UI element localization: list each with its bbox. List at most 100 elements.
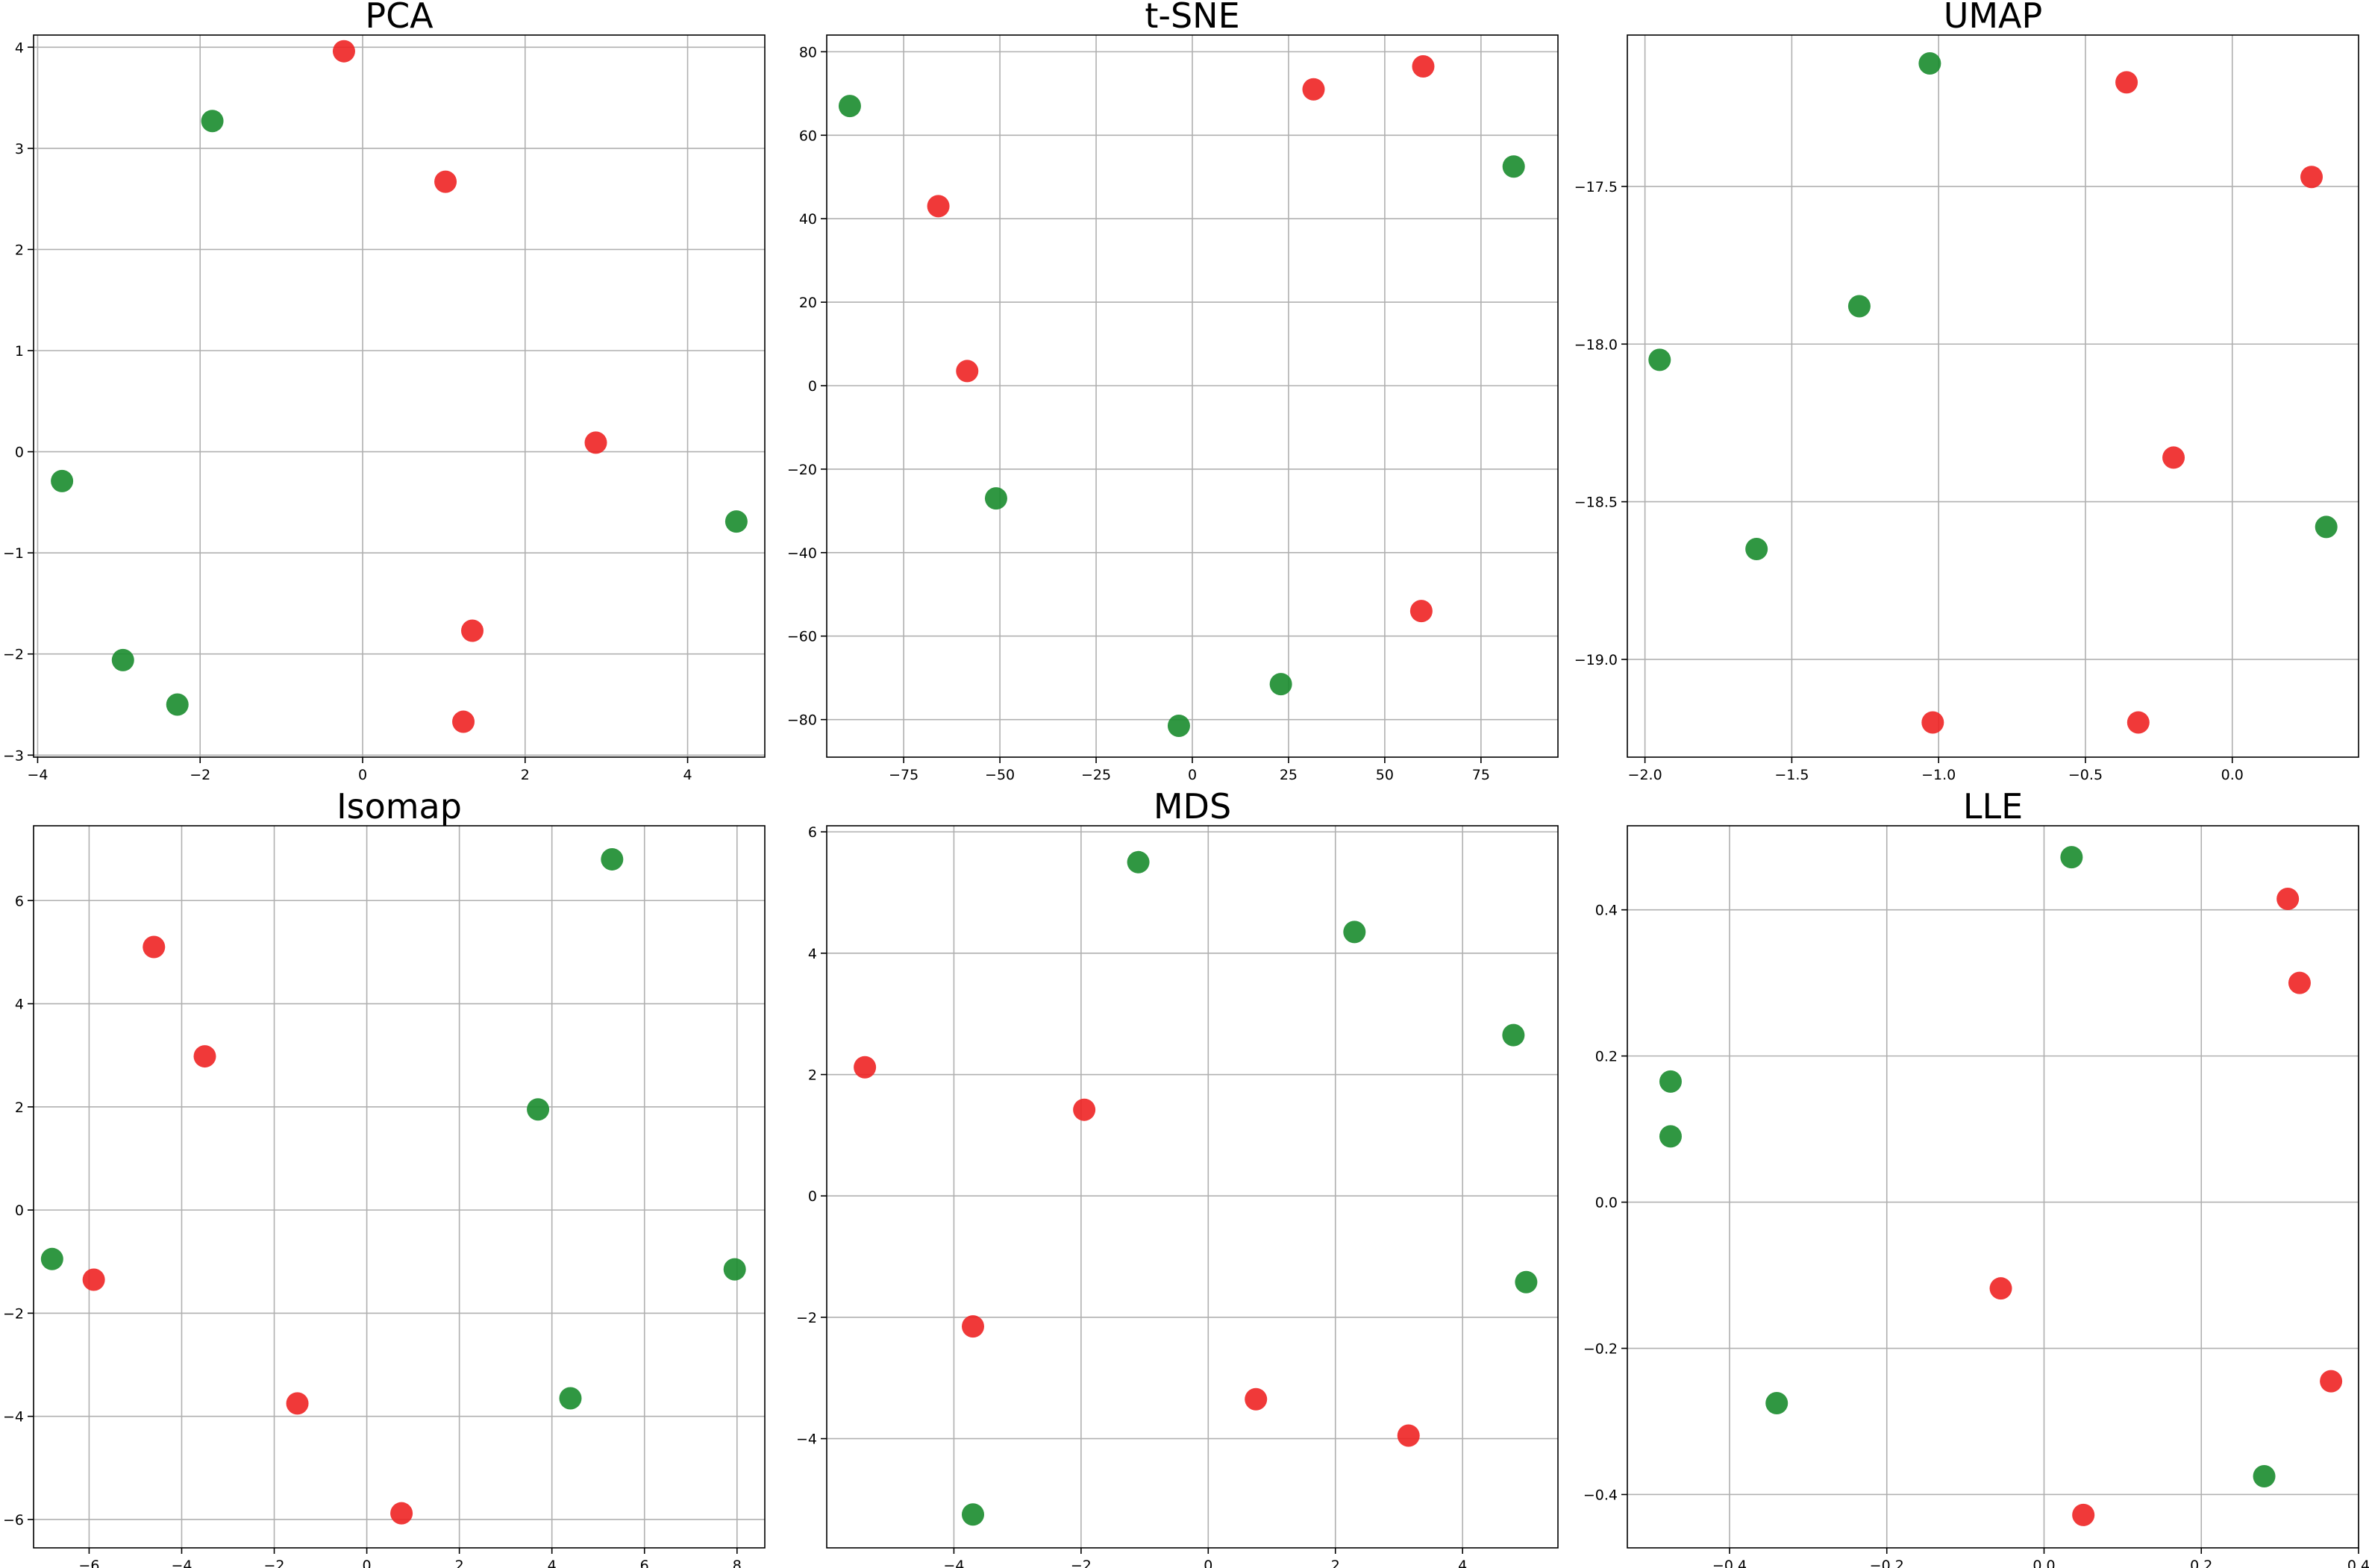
x-tick-label: 4 xyxy=(548,1558,557,1568)
x-tick-label: 0.0 xyxy=(2221,767,2244,783)
x-tick-label: 75 xyxy=(1472,767,1490,783)
y-tick-label: −3 xyxy=(3,747,24,764)
green-data-point xyxy=(838,95,861,118)
y-tick-label: 2 xyxy=(15,242,24,258)
green-data-point xyxy=(111,648,134,671)
green-data-point xyxy=(2315,515,2338,539)
green-data-point xyxy=(962,1503,984,1526)
y-tick-label: 0 xyxy=(808,378,817,395)
y-tick-label: −4 xyxy=(3,1409,24,1426)
subplot-title: UMAP xyxy=(1944,0,2043,36)
green-data-point xyxy=(2253,1464,2276,1487)
red-data-point xyxy=(2127,711,2150,734)
red-data-point xyxy=(286,1392,309,1415)
x-tick-label: −2 xyxy=(1071,1558,1092,1568)
subplot-title: PCA xyxy=(365,0,434,36)
axes-frame xyxy=(826,825,1559,1549)
red-data-point xyxy=(2162,446,2185,469)
green-data-point xyxy=(1745,538,1768,561)
red-data-point xyxy=(1397,1424,1420,1447)
red-data-point xyxy=(2300,166,2323,189)
y-tick-label: 80 xyxy=(799,44,817,60)
red-data-point xyxy=(2115,71,2138,94)
y-tick-label: −0.2 xyxy=(1583,1341,1618,1358)
red-data-point xyxy=(2320,1370,2343,1393)
subplot-title: MDS xyxy=(1154,786,1231,827)
y-tick-label: 4 xyxy=(15,997,24,1013)
subplot-title: LLE xyxy=(1963,786,2023,827)
red-data-point xyxy=(193,1045,216,1068)
subplot-title: t-SNE xyxy=(1145,0,1239,36)
green-data-point xyxy=(166,693,189,716)
x-tick-label: 2 xyxy=(1331,1558,1340,1568)
green-data-point xyxy=(1648,348,1671,371)
x-tick-label: −0.4 xyxy=(1712,1558,1747,1568)
y-tick-label: −18.0 xyxy=(1574,336,1618,353)
green-data-point xyxy=(723,1258,746,1281)
y-tick-label: −19.0 xyxy=(1574,652,1618,668)
red-data-point xyxy=(1409,600,1433,623)
x-tick-label: 4 xyxy=(1458,1558,1467,1568)
x-tick-label: −0.2 xyxy=(1870,1558,1904,1568)
x-tick-label: 0.0 xyxy=(2032,1558,2055,1568)
subplot-3: −2.0 −1.5 −1.0 −0.5 0.0 −19.0 −18.5 −18.0 −17.5 U… xyxy=(1574,0,2359,783)
y-tick-label: 4 xyxy=(15,40,24,56)
subplot-6: −0.4 −0.2 0.0 0.2 0.4 −0.4 −0.2 0.0 0.2 0.4 LLE xyxy=(1583,786,2369,1568)
y-tick-label: 6 xyxy=(15,893,24,909)
green-data-point xyxy=(1167,715,1190,738)
red-data-point xyxy=(82,1268,105,1291)
green-data-point xyxy=(1515,1270,1538,1293)
axes-frame xyxy=(1627,34,2359,758)
x-tick-label: 25 xyxy=(1280,767,1298,783)
x-tick-label: −4 xyxy=(27,767,48,783)
green-data-point xyxy=(527,1098,550,1121)
y-tick-label: −17.5 xyxy=(1574,179,1618,195)
y-tick-label: 4 xyxy=(808,946,817,962)
red-data-point xyxy=(452,710,475,733)
green-data-point xyxy=(51,469,74,492)
x-tick-label: 0 xyxy=(1188,767,1197,783)
y-tick-label: −2 xyxy=(3,647,24,663)
green-data-point xyxy=(1918,52,1941,75)
green-data-point xyxy=(1502,1023,1525,1047)
y-tick-label: 2 xyxy=(15,1100,24,1116)
y-tick-label: −2 xyxy=(796,1310,817,1326)
green-data-point xyxy=(1659,1070,1682,1093)
y-tick-label: −18.5 xyxy=(1574,495,1618,511)
green-data-point xyxy=(201,110,224,133)
x-tick-label: 4 xyxy=(683,767,692,783)
red-data-point xyxy=(2288,971,2311,994)
y-tick-label: −60 xyxy=(787,629,817,645)
red-data-point xyxy=(1245,1387,1268,1411)
y-tick-label: 0.0 xyxy=(1595,1195,1618,1211)
green-data-point xyxy=(984,487,1007,510)
y-tick-label: 0.4 xyxy=(1595,903,1618,919)
red-data-point xyxy=(2276,887,2300,910)
x-tick-label: 0.2 xyxy=(2190,1558,2212,1568)
green-data-point xyxy=(40,1247,63,1270)
x-tick-label: 2 xyxy=(521,767,530,783)
y-tick-label: −20 xyxy=(787,462,817,478)
red-data-point xyxy=(2072,1503,2095,1526)
red-data-point xyxy=(143,935,166,959)
subplot-5: −4 −2 0 2 4 −4 −2 0 2 4 6 MDS xyxy=(796,786,1559,1568)
green-data-point xyxy=(1502,155,1525,178)
subplot-2: −75 −50 −25 0 25 50 75 −80 −60 −40 −20 0 20 40 60 80 t-S… xyxy=(787,0,1559,783)
y-tick-label: 0 xyxy=(15,1202,24,1219)
red-data-point xyxy=(434,170,457,193)
red-data-point xyxy=(332,40,355,63)
red-data-point xyxy=(1921,711,1944,734)
x-tick-label: 50 xyxy=(1376,767,1394,783)
x-tick-label: −2 xyxy=(264,1558,285,1568)
green-data-point xyxy=(1847,295,1871,318)
x-tick-label: −1.5 xyxy=(1774,767,1809,783)
y-tick-label: 2 xyxy=(808,1067,817,1084)
x-tick-label: 6 xyxy=(640,1558,649,1568)
red-data-point xyxy=(1302,78,1325,101)
axes-frame xyxy=(33,825,766,1549)
red-data-point xyxy=(390,1502,413,1525)
x-tick-label: −4 xyxy=(171,1558,192,1568)
x-tick-label: 0 xyxy=(358,767,367,783)
axes-frame xyxy=(1627,825,2359,1549)
